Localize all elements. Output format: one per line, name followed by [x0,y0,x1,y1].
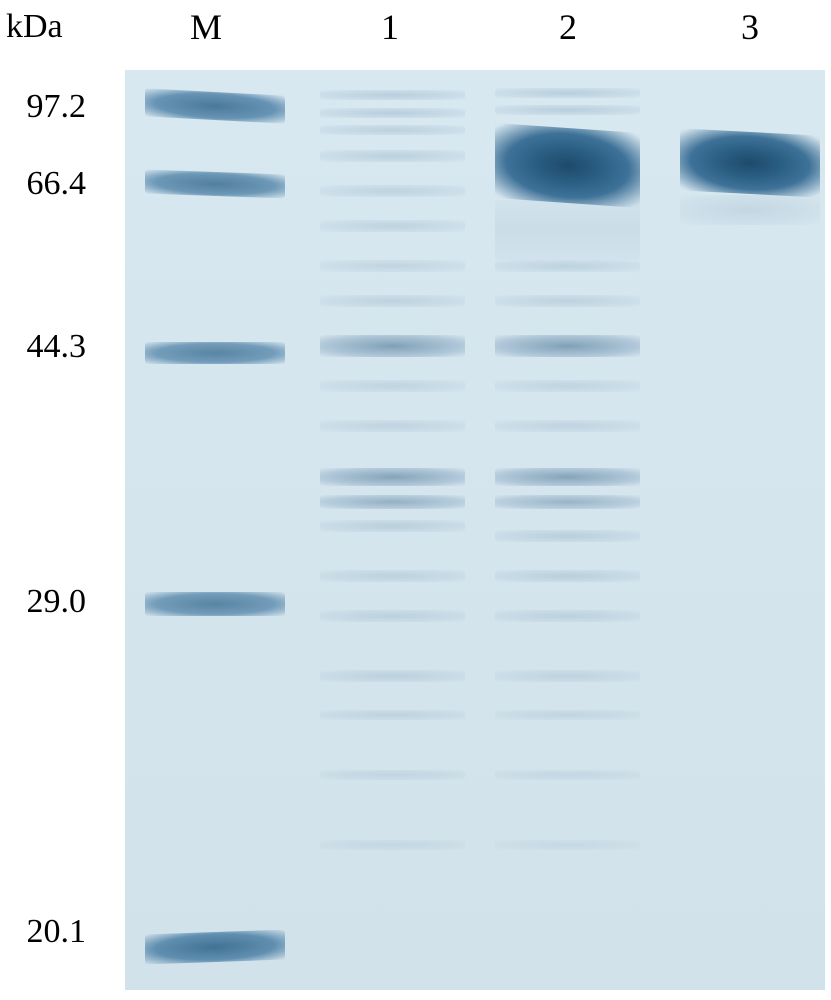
band [495,380,640,392]
lane-M [145,70,285,990]
band [680,195,820,225]
band [495,260,640,272]
lane-L1 [320,70,465,990]
band [495,123,640,208]
band [495,88,640,98]
band [495,468,640,486]
lane-header-2: 2 [528,6,608,48]
gel-membrane [125,70,825,990]
band [495,530,640,542]
band [495,495,640,509]
band [680,128,820,197]
band [320,840,465,850]
band [495,420,640,432]
band [320,570,465,582]
lane-L3 [680,70,820,990]
band [320,520,465,532]
lane-header-marker: M [166,6,246,48]
lane-header-1: 1 [350,6,430,48]
unit-label: kDa [6,8,63,46]
band [320,420,465,432]
band [320,260,465,272]
lane-header-3: 3 [710,6,790,48]
mw-label-44: 44.3 [6,328,86,366]
band [320,335,465,357]
band [320,670,465,682]
band [145,342,285,364]
band [320,495,465,509]
band [495,610,640,622]
band [495,570,640,582]
band [320,380,465,392]
band [495,770,640,780]
band [320,220,465,232]
band [320,125,465,135]
band [320,150,465,162]
band [495,105,640,115]
lane-L2 [495,70,640,990]
band [320,295,465,307]
band [495,200,640,260]
band [495,335,640,357]
mw-label-66: 66.4 [6,165,86,203]
band [320,468,465,486]
band [495,670,640,682]
mw-label-29: 29.0 [6,583,86,621]
band [145,88,285,123]
band [320,108,465,118]
band [320,610,465,622]
band [145,930,285,965]
mw-label-97: 97.2 [6,88,86,126]
band [320,770,465,780]
mw-label-20: 20.1 [6,913,86,951]
band [145,170,285,199]
band [495,295,640,307]
band [495,840,640,850]
band [145,592,285,616]
band [495,710,640,720]
band [320,185,465,197]
band [320,90,465,100]
gel-figure: kDa M 1 2 3 97.2 66.4 44.3 29.0 20.1 [0,0,831,1000]
band [320,710,465,720]
